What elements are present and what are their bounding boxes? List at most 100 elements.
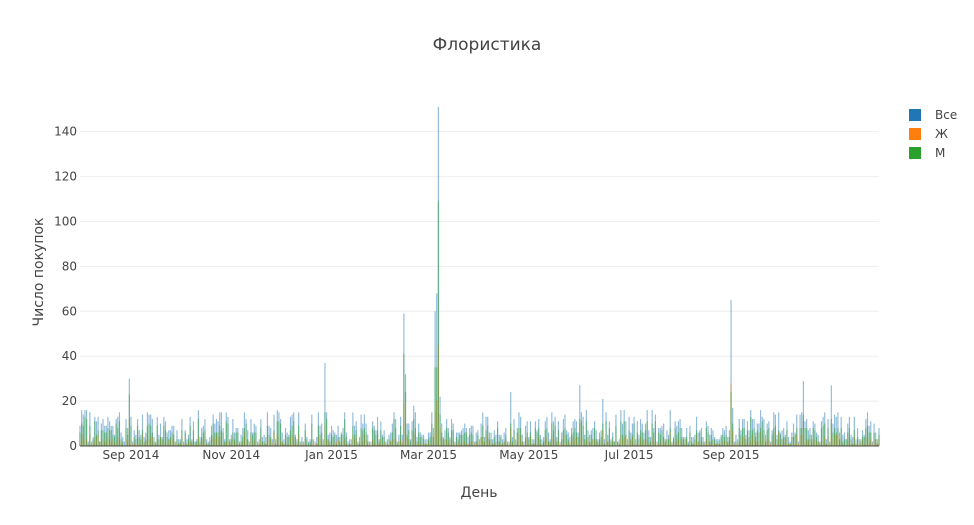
bar-male [317, 425, 319, 446]
bar-male [148, 423, 150, 446]
bar-male [301, 441, 303, 446]
bar-all [398, 434, 400, 446]
bar-all [524, 425, 527, 446]
bar-male [194, 441, 196, 446]
y-tick-label: 100 [54, 214, 77, 228]
bar-all [444, 430, 446, 446]
bar-male [631, 434, 633, 446]
axes: 0 20 40 60 80 100 120 140 Sep 2014 Nov 2014 Jan 20… [54, 125, 879, 462]
bar-male [582, 425, 584, 446]
bar-male [255, 432, 257, 446]
bar-male [401, 443, 403, 446]
legend-item[interactable]: Все [909, 108, 957, 122]
bar-all [817, 434, 819, 446]
bar-male [847, 432, 849, 446]
bar-male [135, 439, 137, 446]
legend-item[interactable]: Ж [909, 127, 948, 141]
bar-male [861, 437, 864, 446]
bar-male [694, 439, 696, 446]
bar-male [229, 441, 231, 446]
bar-male [442, 439, 444, 446]
bar-all [275, 439, 277, 446]
bar-male [538, 428, 540, 446]
bar-male [842, 441, 844, 446]
bar-male [426, 443, 428, 446]
bar-male [342, 434, 344, 446]
bar-male [802, 414, 804, 446]
bar-male [319, 434, 321, 446]
bar-male [610, 441, 612, 446]
bar-male [191, 441, 193, 446]
bar-male [87, 443, 89, 446]
bar-male [677, 432, 679, 446]
bar-male [345, 437, 347, 446]
bar-male [741, 428, 744, 446]
bar-male [215, 432, 218, 446]
bar-male [834, 428, 836, 446]
bar-male [649, 441, 652, 446]
bar-male [84, 416, 86, 446]
bar-male [321, 432, 323, 446]
bar-male [689, 432, 691, 446]
bar-male [483, 441, 486, 446]
bar-male [388, 439, 390, 446]
bar-male [768, 428, 770, 446]
bar-male [376, 430, 379, 446]
bar-male [92, 439, 94, 446]
bar-female [312, 443, 315, 446]
bar-male [840, 428, 842, 446]
bar-male [562, 430, 564, 446]
bar-male [506, 443, 509, 446]
bar-male [510, 423, 512, 446]
bar-male [516, 432, 518, 446]
bar-male [618, 443, 620, 446]
bar-male [521, 441, 523, 446]
bar-male [217, 432, 219, 446]
bar-all [602, 398, 604, 446]
bar-male [819, 443, 821, 446]
bar-male [495, 441, 497, 446]
bar-male [184, 432, 186, 446]
bar-male [712, 439, 714, 446]
bar-male [252, 434, 254, 446]
bar-male [838, 439, 841, 446]
bar-male [717, 441, 719, 446]
bar-male [556, 441, 558, 446]
bar-male [265, 443, 267, 446]
bar-male [404, 392, 407, 446]
bar-male [567, 439, 569, 446]
bar-male [232, 432, 234, 446]
bar-male [825, 443, 827, 446]
legend[interactable]: Все ЖМ [909, 108, 957, 160]
bar-male [358, 443, 361, 446]
bar-male [266, 425, 268, 446]
bar-male [687, 443, 689, 446]
bar-male [178, 443, 180, 446]
x-tick-label: Mar 2015 [400, 448, 457, 462]
bar-all [503, 432, 505, 446]
grid-lines [80, 131, 879, 402]
bar-male [699, 432, 701, 446]
bar-male [294, 437, 296, 446]
bar-female [303, 443, 305, 446]
bar-male [94, 421, 96, 446]
bar-male [691, 441, 693, 446]
bar-male [176, 439, 178, 446]
y-tick-label: 80 [62, 259, 77, 273]
bar-male [646, 421, 648, 446]
bar-male [666, 439, 668, 446]
bar-male [284, 434, 287, 446]
bar-male [212, 423, 214, 446]
bar-female [858, 443, 860, 446]
bar-male [580, 421, 582, 446]
bar-male [505, 434, 507, 446]
bar-female [473, 443, 476, 446]
bar-male [247, 439, 249, 446]
bar-male [329, 441, 331, 446]
bar-male [197, 419, 199, 446]
bar-all [316, 437, 318, 446]
legend-item[interactable]: М [909, 146, 945, 160]
bar-male [150, 425, 152, 446]
bar-male [286, 437, 288, 446]
y-tick-label: 120 [54, 170, 77, 184]
